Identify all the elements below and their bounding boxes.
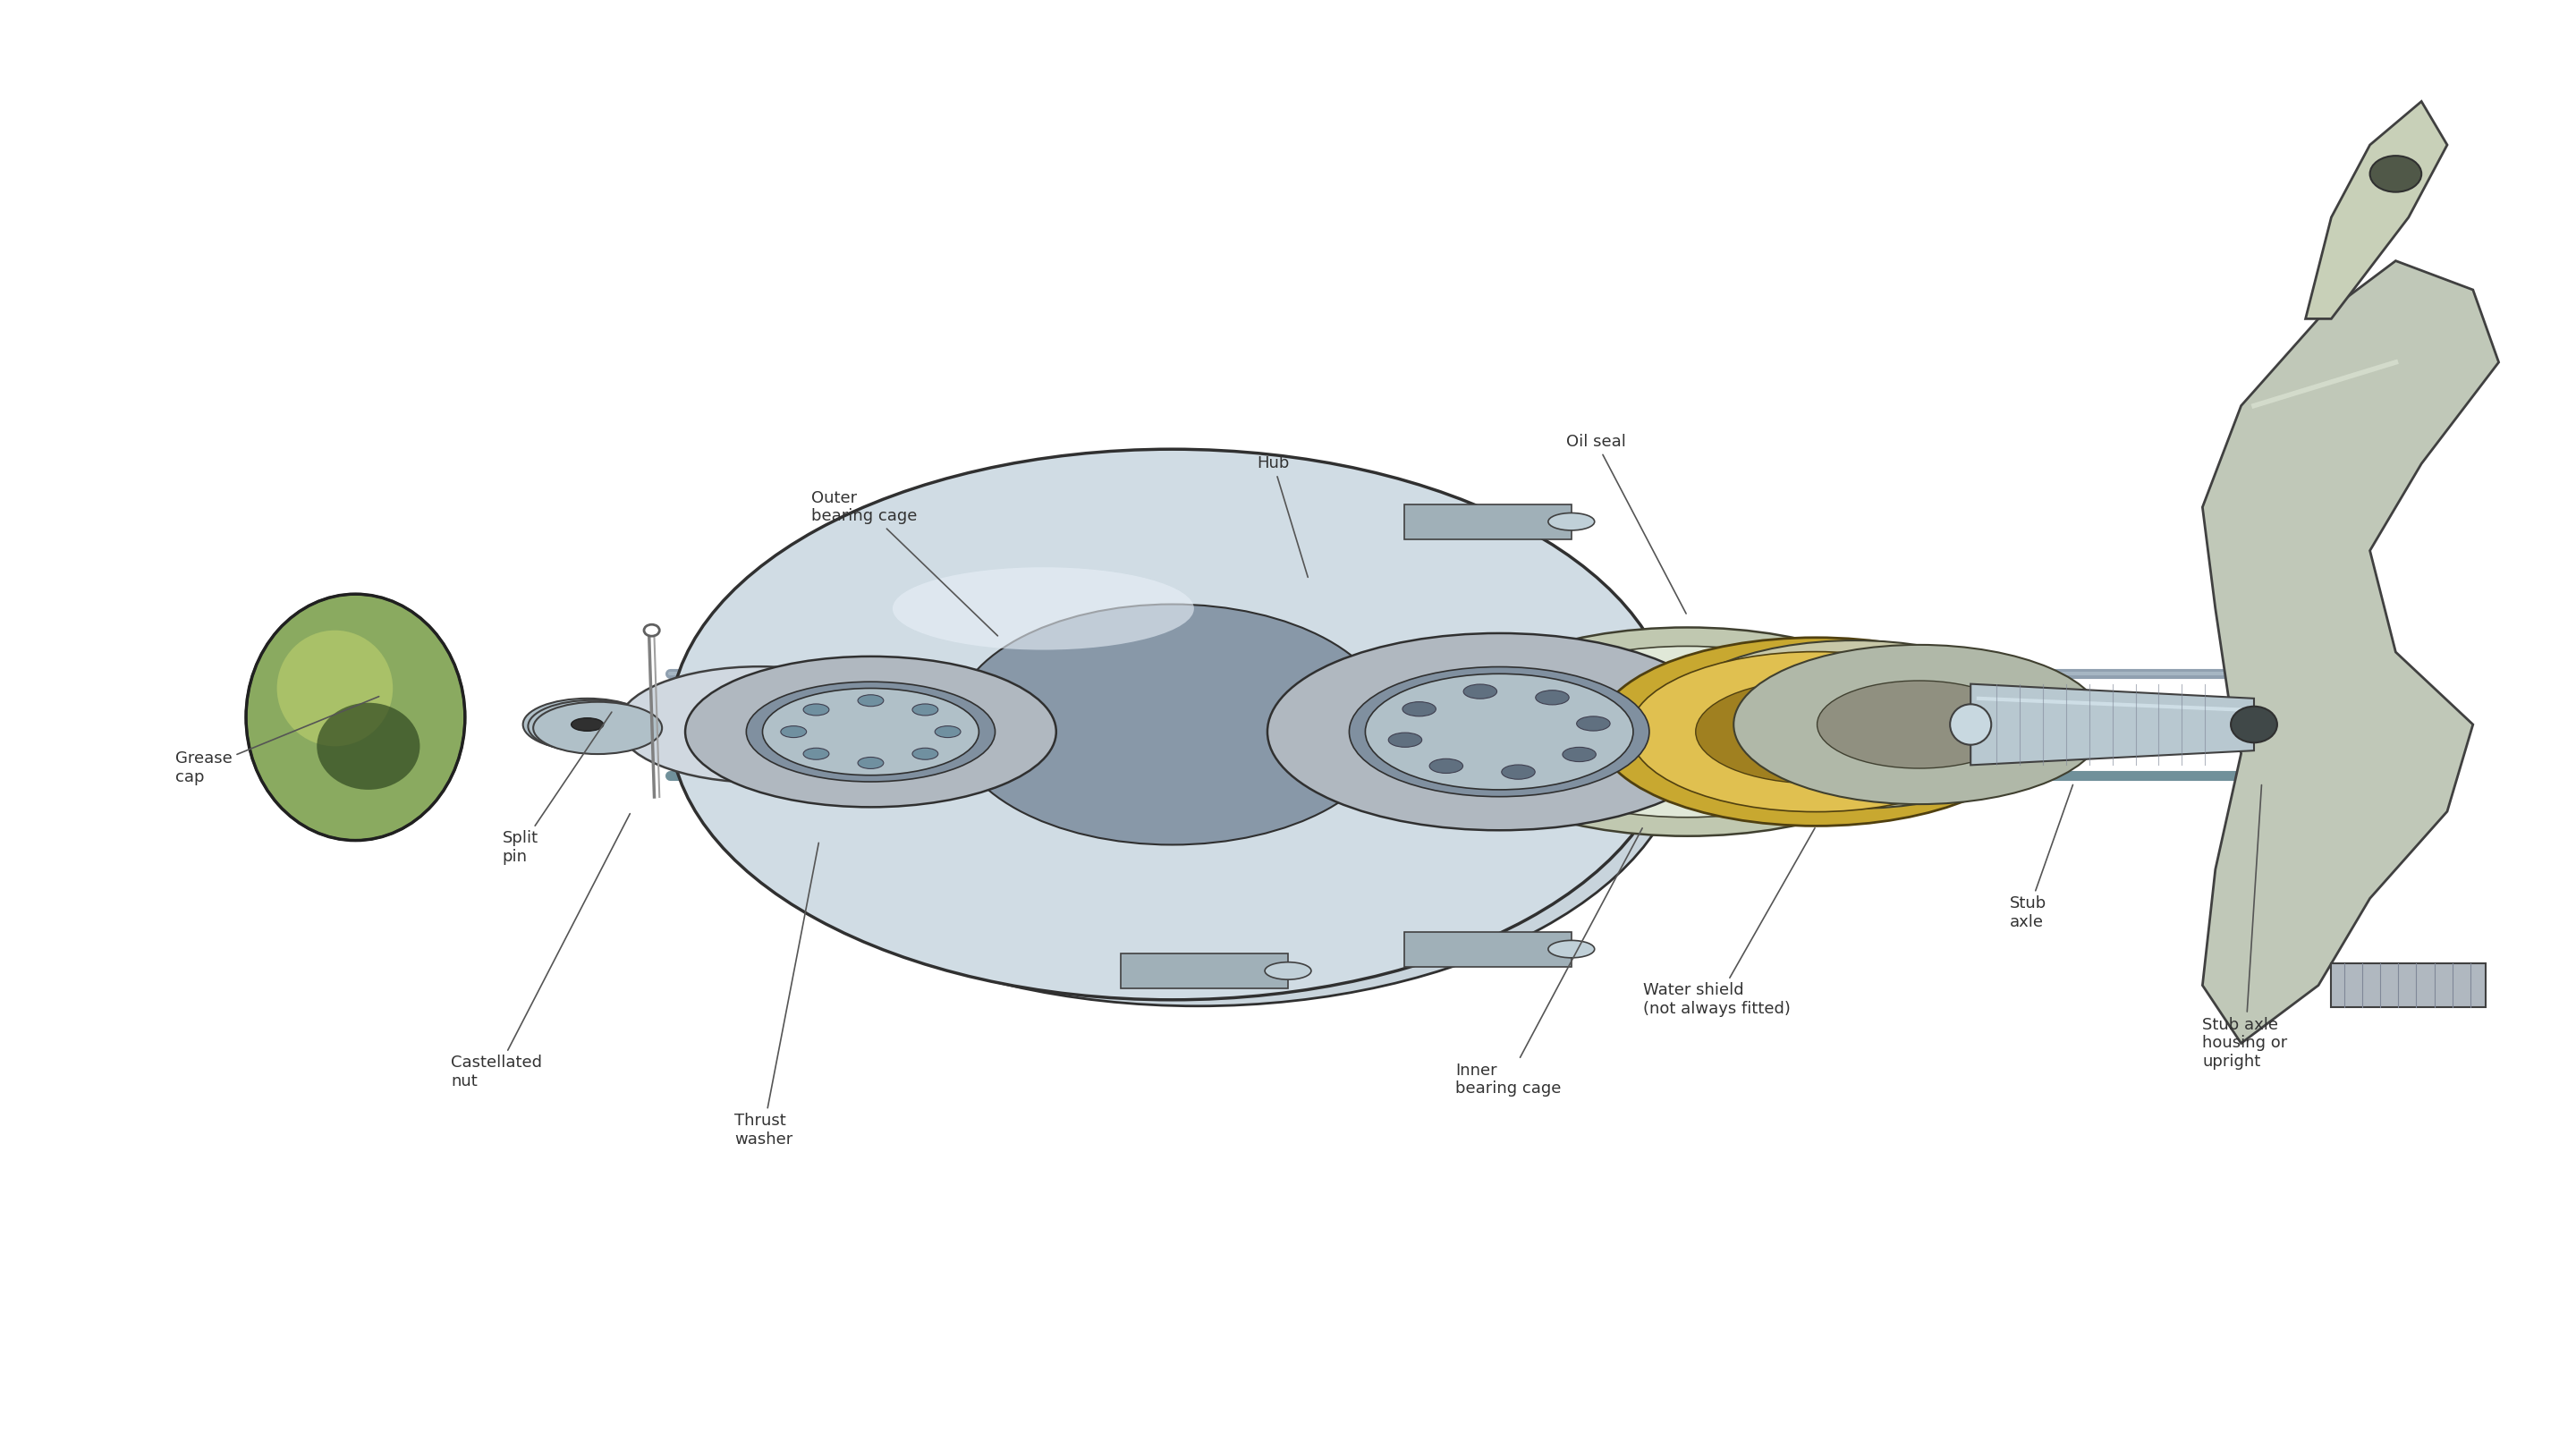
Ellipse shape	[1430, 759, 1463, 774]
Ellipse shape	[685, 656, 1056, 807]
Polygon shape	[1533, 751, 1700, 785]
Ellipse shape	[670, 449, 1674, 1000]
Ellipse shape	[1265, 962, 1311, 980]
Text: Castellated
nut: Castellated nut	[451, 814, 631, 1090]
Ellipse shape	[804, 704, 829, 716]
Ellipse shape	[747, 682, 994, 782]
Ellipse shape	[523, 698, 652, 751]
Ellipse shape	[2370, 156, 2421, 193]
Ellipse shape	[317, 703, 420, 790]
Ellipse shape	[1564, 748, 1597, 762]
Text: Water shield
(not always fitted): Water shield (not always fitted)	[1643, 827, 1816, 1017]
Ellipse shape	[912, 704, 938, 716]
Polygon shape	[1121, 953, 1288, 988]
Ellipse shape	[858, 758, 884, 769]
Text: Stub
axle: Stub axle	[2009, 785, 2074, 930]
Ellipse shape	[1577, 685, 1798, 778]
Polygon shape	[2202, 261, 2499, 1043]
Ellipse shape	[572, 719, 603, 730]
Ellipse shape	[1816, 681, 2022, 768]
Polygon shape	[2331, 964, 2486, 1007]
Ellipse shape	[528, 700, 657, 752]
Ellipse shape	[1535, 690, 1569, 704]
Text: Stub axle
housing or
upright: Stub axle housing or upright	[2202, 785, 2287, 1069]
Ellipse shape	[1631, 652, 2002, 811]
Ellipse shape	[1443, 627, 1932, 836]
Ellipse shape	[1695, 680, 1937, 784]
Ellipse shape	[1950, 704, 1991, 745]
Ellipse shape	[935, 726, 961, 738]
Ellipse shape	[1577, 716, 1610, 730]
Text: Hub: Hub	[1257, 455, 1309, 577]
Ellipse shape	[1365, 674, 1633, 790]
Ellipse shape	[1548, 940, 1595, 958]
Ellipse shape	[1597, 638, 2035, 826]
Ellipse shape	[1605, 640, 1991, 809]
Ellipse shape	[762, 688, 979, 775]
Ellipse shape	[1502, 765, 1535, 780]
Ellipse shape	[1548, 513, 1595, 530]
Polygon shape	[1404, 504, 1571, 539]
Ellipse shape	[1463, 684, 1497, 698]
Ellipse shape	[618, 667, 902, 782]
Ellipse shape	[1401, 701, 1435, 716]
Ellipse shape	[894, 568, 1195, 649]
Ellipse shape	[247, 594, 466, 840]
Ellipse shape	[1662, 640, 2048, 809]
Text: Split
pin: Split pin	[502, 711, 611, 865]
Ellipse shape	[1267, 633, 1731, 830]
Polygon shape	[1404, 932, 1571, 966]
Ellipse shape	[533, 701, 662, 753]
Ellipse shape	[734, 714, 786, 735]
Ellipse shape	[1692, 678, 1904, 771]
Text: Grease
cap: Grease cap	[175, 697, 379, 785]
Text: Outer
bearing cage: Outer bearing cage	[811, 490, 997, 636]
Ellipse shape	[1677, 759, 1723, 777]
Polygon shape	[2306, 101, 2447, 319]
Text: Oil seal: Oil seal	[1566, 433, 1687, 613]
Ellipse shape	[2231, 707, 2277, 742]
Ellipse shape	[781, 726, 806, 738]
Ellipse shape	[278, 630, 394, 746]
Ellipse shape	[1388, 733, 1422, 748]
Text: Inner
bearing cage: Inner bearing cage	[1455, 829, 1643, 1097]
Ellipse shape	[804, 748, 829, 759]
Ellipse shape	[1486, 646, 1888, 817]
Ellipse shape	[711, 472, 1685, 1006]
Ellipse shape	[1350, 667, 1649, 797]
Ellipse shape	[1734, 645, 2105, 804]
Ellipse shape	[858, 694, 884, 706]
Ellipse shape	[953, 604, 1391, 845]
Polygon shape	[1971, 684, 2254, 765]
Ellipse shape	[1749, 678, 1960, 771]
Text: Thrust
washer: Thrust washer	[734, 843, 819, 1148]
Ellipse shape	[912, 748, 938, 759]
